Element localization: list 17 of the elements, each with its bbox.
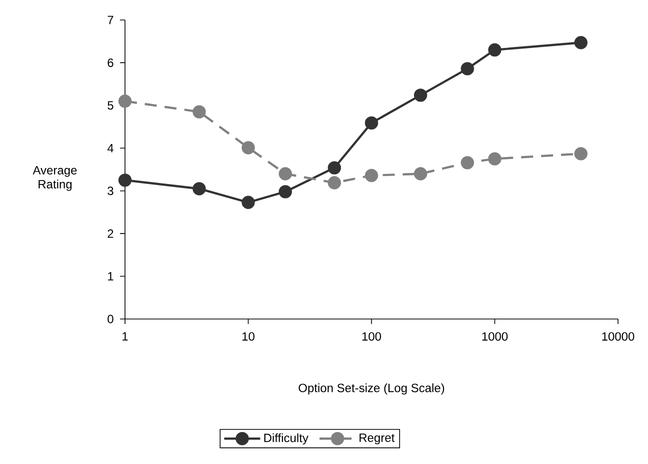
y-axis-title: Average Rating [32, 166, 77, 191]
y-tick-label: 5 [108, 101, 114, 110]
y-tick-label: 3 [108, 186, 114, 196]
y-tick-label: 7 [108, 16, 114, 24]
x-tick-label: 1000 [482, 332, 508, 341]
x-tick-label: 10000 [602, 332, 634, 341]
x-tick-label: 10 [242, 332, 254, 341]
legend-label: Difficulty [264, 433, 308, 445]
y-tick-label: 0 [108, 314, 114, 324]
legend-label: Regret [360, 434, 395, 444]
x-axis-title: Option Set-size (Log Scale) [298, 383, 444, 395]
y-tick-label: 4 [107, 144, 114, 152]
x-tick-label: 1 [122, 332, 128, 340]
y-tick-label: 6 [108, 58, 114, 67]
y-tick-label: 1 [108, 272, 114, 280]
y-tick-label: 2 [108, 229, 114, 238]
x-tick-label: 100 [362, 332, 382, 341]
